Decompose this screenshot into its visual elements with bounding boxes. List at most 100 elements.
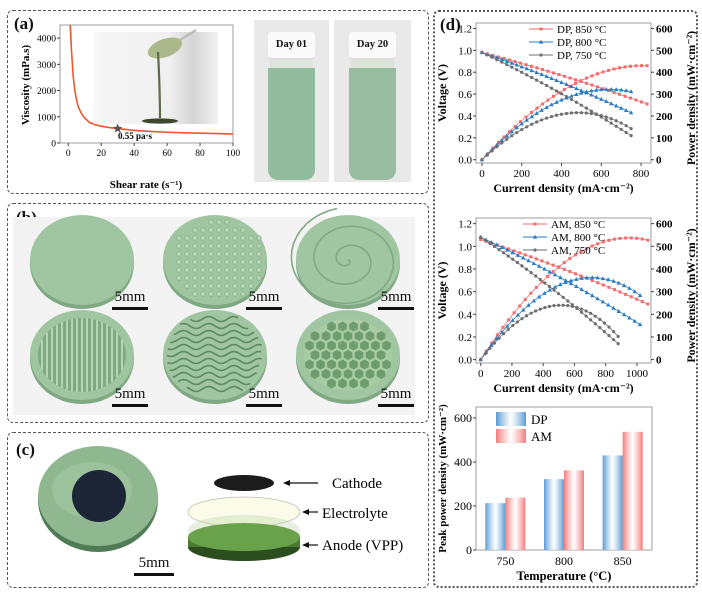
dot — [240, 283, 246, 289]
triangle-marker — [529, 68, 534, 73]
triangle-marker — [568, 278, 574, 283]
square-marker — [513, 125, 517, 129]
series-am-800-c — [478, 234, 643, 362]
vial-photo-day01: Day 01 — [254, 20, 329, 182]
y2-tick-label: 0 — [656, 355, 662, 367]
circle-marker — [502, 332, 506, 336]
dot — [216, 267, 222, 273]
y-tick-label: 0.0 — [458, 355, 472, 367]
circle-marker — [540, 118, 544, 122]
square-marker — [618, 92, 622, 96]
square-marker — [551, 71, 555, 75]
circle-marker — [579, 111, 583, 115]
dot — [224, 291, 230, 297]
triangle-marker — [623, 88, 629, 93]
circle-marker — [511, 323, 515, 328]
spiral-groove — [290, 207, 395, 305]
dot — [224, 219, 230, 225]
triangle-marker — [499, 57, 505, 62]
triangle-marker — [515, 312, 521, 317]
square-marker — [601, 283, 605, 287]
square-marker — [540, 102, 544, 106]
triangle-marker — [532, 234, 538, 239]
dot — [200, 235, 206, 241]
triangle-marker — [547, 269, 552, 274]
square-marker — [523, 253, 527, 257]
square-marker — [590, 83, 594, 87]
scale-bar-b3: 5mm — [378, 289, 414, 310]
square-marker — [491, 146, 495, 150]
circle-marker — [488, 241, 492, 245]
circle-marker — [547, 284, 552, 289]
dot — [184, 259, 190, 265]
square-marker — [585, 81, 589, 85]
cathode-label: Cathode — [332, 476, 382, 492]
x-tick-label: 0 — [66, 149, 71, 159]
triangle-marker — [534, 111, 539, 115]
square-marker — [523, 298, 527, 302]
square-marker — [573, 272, 577, 276]
triangle-marker — [524, 117, 529, 122]
dot — [256, 251, 262, 257]
x-tick-label: 0 — [478, 368, 484, 380]
triangle-marker — [621, 312, 627, 317]
triangle-marker — [520, 307, 526, 312]
triangle-marker — [574, 92, 579, 96]
triangle-marker — [569, 93, 574, 98]
dot — [240, 267, 246, 273]
circle-marker — [479, 235, 483, 239]
circle-marker — [559, 92, 564, 96]
dot — [216, 283, 222, 289]
circle-marker — [543, 281, 547, 285]
dot — [184, 275, 190, 281]
dot — [192, 275, 198, 281]
x-axis-label: Current density (mA·cm⁻²) — [493, 181, 633, 195]
series-dp-800-c — [479, 50, 634, 162]
wave-ridge — [173, 329, 255, 337]
circle-marker — [529, 270, 533, 275]
dot — [176, 235, 182, 241]
square-marker — [640, 237, 644, 241]
square-marker — [535, 106, 539, 110]
dot — [216, 243, 222, 249]
square-marker — [612, 237, 616, 241]
hex-cell — [354, 350, 364, 360]
dot — [256, 267, 262, 273]
y-tick-label: 1000 — [37, 113, 56, 123]
circle-marker — [485, 53, 489, 57]
triangle-marker — [616, 280, 622, 285]
triangle-marker — [637, 322, 643, 327]
square-marker — [507, 130, 511, 134]
dot — [208, 227, 214, 233]
viscosity-ylabel: Viscosity (mPa.s) — [20, 45, 32, 126]
triangle-marker — [637, 293, 643, 297]
triangle-marker — [595, 275, 600, 280]
triangle-marker — [510, 318, 515, 323]
triangle-marker — [595, 296, 600, 301]
square-marker — [618, 290, 622, 294]
triangle-marker — [539, 72, 544, 77]
square-marker — [501, 325, 505, 329]
circle-marker — [589, 311, 593, 315]
square-marker — [629, 295, 633, 299]
y-tick-label: 1.0 — [458, 45, 472, 57]
hex-cell — [371, 340, 380, 351]
x-tick-label: 850 — [614, 554, 632, 568]
y-tick-label: 0.0 — [458, 155, 472, 167]
hex-cell — [332, 331, 342, 341]
hex-cell — [327, 359, 336, 370]
dot — [176, 243, 182, 249]
hex-cell — [321, 369, 331, 379]
power-line — [481, 65, 648, 160]
circle-marker — [564, 94, 569, 99]
wave-ridge — [170, 336, 259, 344]
dot — [208, 291, 214, 297]
square-marker — [596, 281, 600, 285]
square-marker — [618, 66, 622, 70]
hex-cell — [349, 340, 358, 351]
dot — [216, 219, 222, 225]
hex-cell — [321, 350, 331, 360]
series-dp-750-c — [480, 50, 633, 162]
square-marker — [596, 85, 600, 89]
triangle-marker — [542, 290, 547, 295]
